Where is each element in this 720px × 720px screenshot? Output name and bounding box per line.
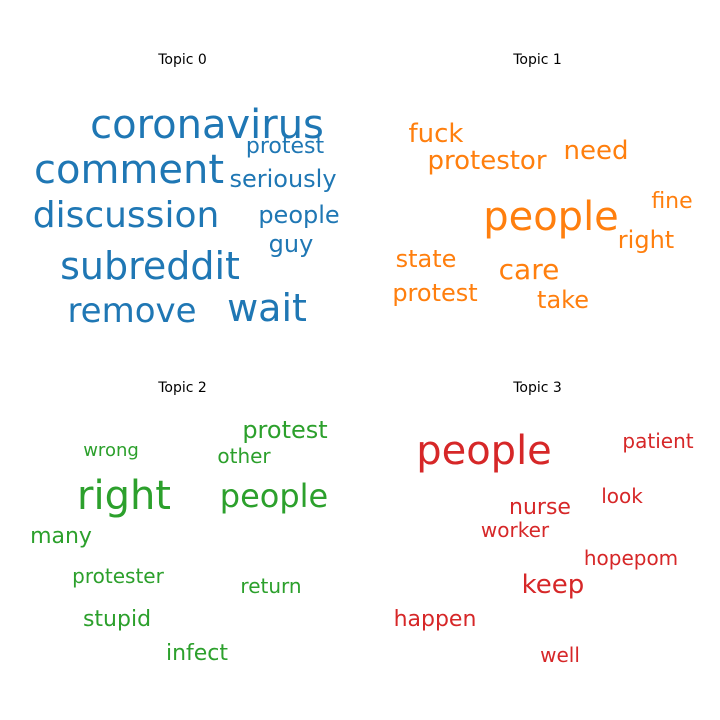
panel-title: Topic 0 [158,52,207,68]
word-label: right [617,226,675,254]
word-label: coronavirus [90,102,324,148]
word-label: state [395,245,457,273]
word-label: many [30,524,92,549]
topic-panel: Topic 1 people fuck need protestor fine right s… [355,40,720,340]
word-label: keep [521,570,585,600]
word-label: wait [227,286,307,330]
word-label: patient [622,429,694,453]
word-label: protestor [427,146,547,176]
word-label: remove [67,291,197,331]
word-label: stupid [82,607,152,632]
word-label: comment [33,147,225,193]
word-label: hopepom [583,546,679,570]
word-label: infect [165,641,229,666]
word-label: need [563,136,629,166]
panel-title: Topic 1 [513,52,562,68]
word-label: right [77,473,171,519]
word-label: protester [72,564,164,588]
panel-title: Topic 3 [513,380,562,396]
word-label: subreddit [60,244,240,288]
word-label: look [601,484,643,508]
word-label: care [498,253,560,286]
word-label: well [540,643,580,667]
word-label: guy [268,230,314,258]
word-label: fine [651,189,693,214]
word-label: people [416,428,552,474]
topic-panel: Topic 2 right people protest wrong other many p… [0,368,365,668]
word-label: people [483,194,619,240]
panel-title: Topic 2 [158,380,207,396]
word-label: happen [393,607,477,632]
word-label: seriously [229,165,337,193]
word-label: worker [480,518,550,542]
word-label: wrong [83,440,139,461]
word-label: return [240,574,302,598]
topic-panel: Topic 0 coronavirus comment discussion subre… [0,40,365,340]
word-label: nurse [509,495,571,520]
word-label: discussion [32,195,220,236]
word-label: protest [245,134,325,159]
word-label: protest [392,279,478,307]
topic-panel: Topic 3 people patient look nurse worker hopep… [355,368,720,668]
word-label: people [258,201,340,229]
word-label: take [537,286,589,314]
word-label: other [217,444,271,468]
word-label: fuck [408,119,464,149]
word-label: protest [242,416,328,444]
word-label: people [219,477,329,515]
